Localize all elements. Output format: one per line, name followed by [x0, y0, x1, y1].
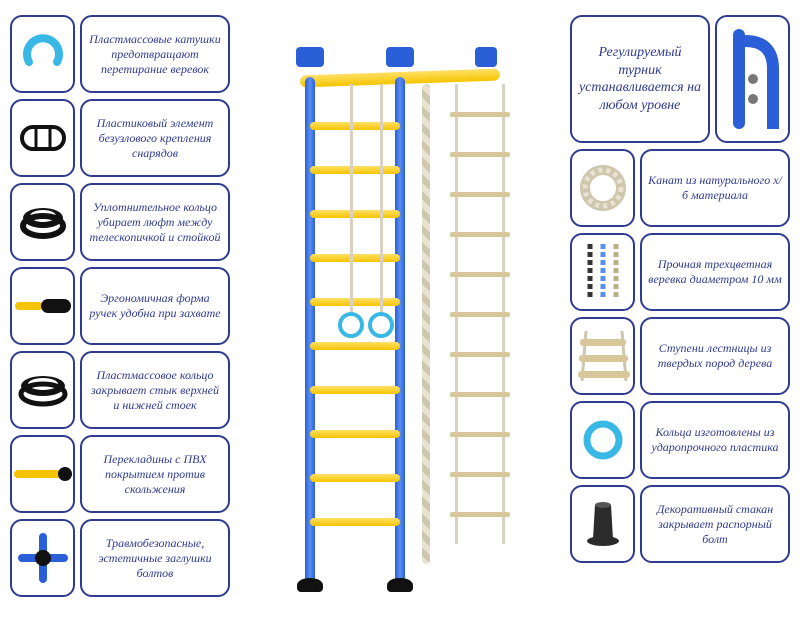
feature-tricolor-rope: Прочная трехцветная веревка диаметром 10…	[570, 233, 790, 311]
feature-pvc-bar: Перекладины с ПВХ покрытием против сколь…	[10, 435, 230, 513]
left-features: Пластмассовые катушки предотвращают пере…	[10, 15, 230, 619]
feature-label: Уплотнительное кольцо убирает люфт между…	[80, 183, 230, 261]
joint-ring-icon	[10, 351, 75, 429]
wood-steps-icon	[570, 317, 635, 395]
pvc-bar-icon	[10, 435, 75, 513]
grip-handle-icon	[10, 267, 75, 345]
feature-label: Пластмассовое кольцо закрывает стык верх…	[80, 351, 230, 429]
feature-deco-cup: Декоративный стакан закрывает распорный …	[570, 485, 790, 563]
deco-cup-icon	[570, 485, 635, 563]
feature-label: Эргономичная форма ручек удобна при захв…	[80, 267, 230, 345]
plastic-ring-icon	[570, 401, 635, 479]
feature-label: Травмобезопасные, эстетичные заглушки бо…	[80, 519, 230, 597]
knotless-link-icon	[10, 99, 75, 177]
feature-label: Ступени лестницы из твердых пород дерева	[640, 317, 790, 395]
feature-label: Пластмассовые катушки предотвращают пере…	[80, 15, 230, 93]
spool-clip-icon	[10, 15, 75, 93]
right-features: Регулируемый турник устанавливается на л…	[570, 15, 790, 619]
feature-hero-adjustable: Регулируемый турник устанавливается на л…	[570, 15, 790, 143]
feature-cotton-rope: Канат из натурального х/б материала	[570, 149, 790, 227]
seal-ring-icon	[10, 183, 75, 261]
feature-label: Перекладины с ПВХ покрытием против сколь…	[80, 435, 230, 513]
adjustable-bar-icon	[715, 15, 790, 143]
feature-label: Прочная трехцветная веревка диаметром 10…	[640, 233, 790, 311]
feature-joint-ring: Пластмассовое кольцо закрывает стык верх…	[10, 351, 230, 429]
feature-seal-ring: Уплотнительное кольцо убирает люфт между…	[10, 183, 230, 261]
feature-label: Канат из натурального х/б материала	[640, 149, 790, 227]
feature-bolt-cap: Травмобезопасные, эстетичные заглушки бо…	[10, 519, 230, 597]
feature-label: Регулируемый турник устанавливается на л…	[570, 15, 710, 143]
feature-label: Кольца изготовлены из ударопрочного плас…	[640, 401, 790, 479]
feature-knotless: Пластиковый элемент безузлового креплени…	[10, 99, 230, 177]
feature-grip: Эргономичная форма ручек удобна при захв…	[10, 267, 230, 345]
bolt-cap-icon	[10, 519, 75, 597]
feature-label: Пластиковый элемент безузлового креплени…	[80, 99, 230, 177]
feature-spool: Пластмассовые катушки предотвращают пере…	[10, 15, 230, 93]
tricolor-rope-icon	[570, 233, 635, 311]
cotton-rope-icon	[570, 149, 635, 227]
product-illustration	[230, 15, 570, 619]
feature-plastic-ring: Кольца изготовлены из ударопрочного плас…	[570, 401, 790, 479]
feature-label: Декоративный стакан закрывает распорный …	[640, 485, 790, 563]
feature-wood-steps: Ступени лестницы из твердых пород дерева	[570, 317, 790, 395]
